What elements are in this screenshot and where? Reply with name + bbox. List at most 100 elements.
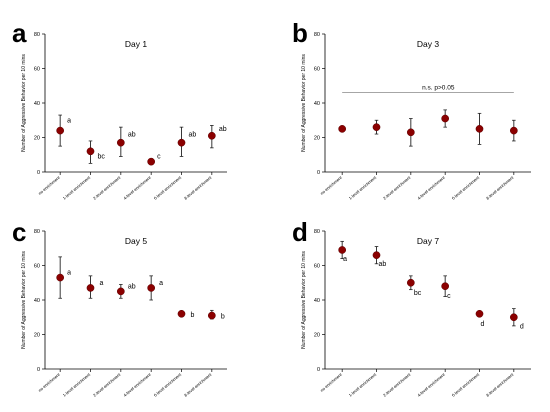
y-axis-label: Number of Aggressive Behavior per 10 min… xyxy=(21,54,27,152)
x-tick-label: 1-level enrichment xyxy=(348,371,378,397)
significance-label: d xyxy=(481,321,485,328)
y-tick-label: 80 xyxy=(34,32,40,38)
data-point xyxy=(338,246,347,254)
significance-label: a xyxy=(343,256,347,263)
significance-label: bc xyxy=(414,290,422,297)
y-axis-label: Number of Aggressive Behavior per 10 min… xyxy=(301,251,307,349)
y-tick-label: 80 xyxy=(314,229,320,235)
significance-label: ab xyxy=(189,132,197,139)
significance-label: a xyxy=(67,118,71,125)
x-tick-label: 4-level enrichment xyxy=(122,174,152,200)
x-tick-label: 4-level enrichment xyxy=(122,371,152,397)
data-point xyxy=(372,123,381,132)
x-tick-label: 6-level enrichment xyxy=(451,174,481,200)
y-tick-label: 40 xyxy=(34,101,40,107)
significance-label: c xyxy=(447,293,451,300)
y-tick-label: 20 xyxy=(314,136,320,142)
significance-label: a xyxy=(100,280,104,287)
y-axis-label: Number of Aggressive Behavior per 10 min… xyxy=(301,54,307,152)
panel-title: Day 7 xyxy=(417,236,439,246)
y-axis-label: Number of Aggressive Behavior per 10 min… xyxy=(21,251,27,349)
panel-title: Day 5 xyxy=(125,236,147,246)
data-point xyxy=(406,128,415,137)
x-tick-label: 6-level enrichment xyxy=(153,371,183,397)
panel-label: a xyxy=(12,18,27,48)
y-tick-label: 60 xyxy=(314,264,320,270)
data-point xyxy=(147,284,156,292)
significance-label: bc xyxy=(98,153,106,160)
data-point xyxy=(406,278,415,287)
x-tick-label: no enrichment xyxy=(319,371,343,392)
x-tick-label: 8-level enrichment xyxy=(485,174,515,200)
x-tick-label: 8-level enrichment xyxy=(183,371,213,397)
data-point xyxy=(338,125,347,133)
data-point xyxy=(116,138,125,147)
x-tick-label: no enrichment xyxy=(37,371,61,392)
x-tick-label: 1-level enrichment xyxy=(348,174,378,200)
panel-d: d Day 7 0 20 40 60 80 Number of Aggressive Beha… xyxy=(292,217,531,398)
panel-a: a Day 1 0 20 40 60 80 Number of Aggressive Beha… xyxy=(12,18,227,201)
data-point xyxy=(509,313,518,322)
y-tick-label: 0 xyxy=(37,367,40,373)
data-point xyxy=(116,287,125,296)
annotation-label: n.s. p>0.05 xyxy=(422,85,455,92)
data-point xyxy=(177,138,186,147)
data-point xyxy=(372,251,381,259)
panel-label: c xyxy=(12,217,26,247)
y-tick-label: 40 xyxy=(314,101,320,107)
significance-label: ab xyxy=(219,126,227,133)
x-tick-label: no enrichment xyxy=(319,174,343,195)
x-tick-label: no enrichment xyxy=(37,174,61,195)
panel-b: b Day 3 0 20 40 60 80 Number of Aggressive Beha… xyxy=(292,18,531,201)
x-tick-label: 2-level enrichment xyxy=(92,371,122,397)
data-point xyxy=(441,114,450,123)
y-tick-label: 20 xyxy=(314,333,320,339)
panel-title: Day 3 xyxy=(417,39,439,49)
y-tick-label: 0 xyxy=(37,170,40,176)
x-tick-label: 4-level enrichment xyxy=(416,174,446,200)
significance-label: c xyxy=(157,154,161,161)
data-point xyxy=(177,309,186,318)
x-tick-label: 1-level enrichment xyxy=(62,371,92,397)
x-tick-label: 6-level enrichment xyxy=(153,174,183,200)
x-tick-label: 8-level enrichment xyxy=(485,371,515,397)
panel-c: c Day 5 0 20 40 60 80 Number of Aggressive Beha… xyxy=(12,217,227,398)
y-tick-label: 80 xyxy=(34,229,40,235)
data-point xyxy=(86,284,95,292)
y-tick-label: 20 xyxy=(34,333,40,339)
y-tick-label: 80 xyxy=(314,32,320,38)
y-tick-label: 40 xyxy=(34,298,40,304)
significance-label: ab xyxy=(128,132,136,139)
significance-label: a xyxy=(159,280,163,287)
significance-label: ab xyxy=(379,261,387,268)
data-point xyxy=(207,311,216,320)
panel-label: d xyxy=(292,217,308,247)
data-point xyxy=(56,273,65,282)
y-tick-label: 0 xyxy=(317,367,320,373)
panel-title: Day 1 xyxy=(125,39,147,49)
y-tick-label: 60 xyxy=(314,67,320,73)
x-tick-label: 1-level enrichment xyxy=(62,174,92,200)
y-tick-label: 0 xyxy=(317,170,320,176)
y-tick-label: 60 xyxy=(34,67,40,73)
data-point xyxy=(509,126,518,135)
x-tick-label: 8-level enrichment xyxy=(183,174,213,200)
panel-label: b xyxy=(292,18,308,48)
significance-label: a xyxy=(67,270,71,277)
significance-label: b xyxy=(191,312,195,319)
data-point xyxy=(475,309,484,318)
y-tick-label: 60 xyxy=(34,264,40,270)
x-tick-label: 4-level enrichment xyxy=(416,371,446,397)
x-tick-label: 6-level enrichment xyxy=(451,371,481,397)
y-tick-label: 20 xyxy=(34,136,40,142)
data-point xyxy=(207,131,216,140)
x-tick-label: 2-level enrichment xyxy=(382,174,412,200)
significance-label: b xyxy=(221,314,225,321)
data-point xyxy=(441,282,450,291)
x-tick-label: 2-level enrichment xyxy=(382,371,412,397)
significance-label: d xyxy=(520,323,524,330)
data-point xyxy=(56,126,65,135)
data-point xyxy=(475,125,484,133)
x-tick-label: 2-level enrichment xyxy=(92,174,122,200)
